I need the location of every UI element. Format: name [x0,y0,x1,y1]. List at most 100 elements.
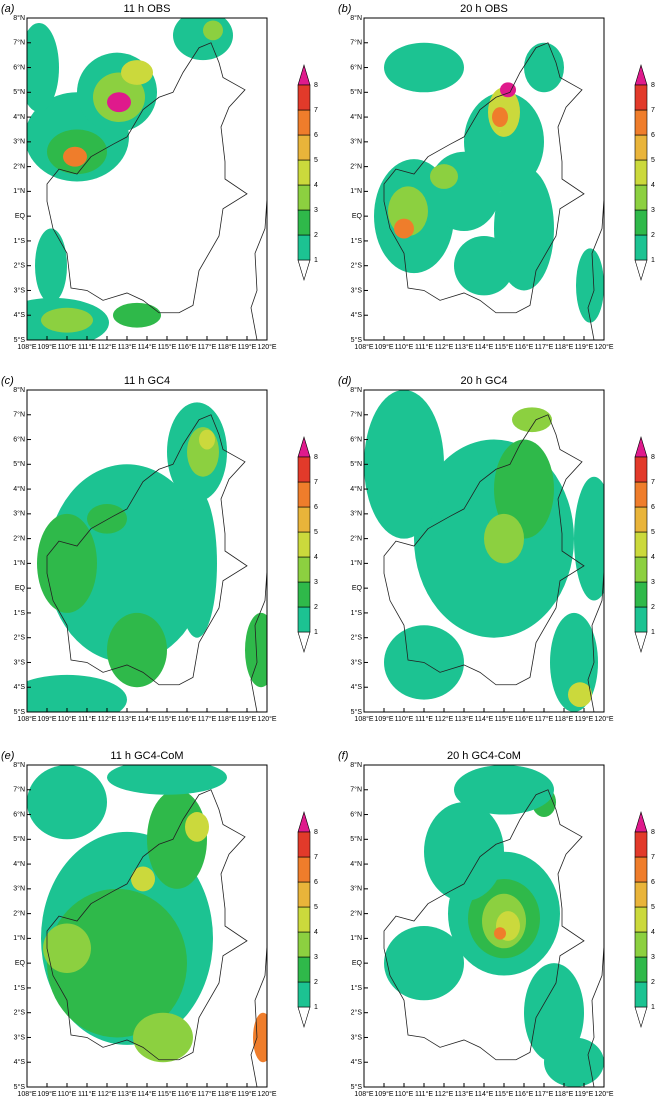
colorbar-under [297,1006,311,1029]
x-tick-label: 112°E [98,343,117,351]
x-tick-label: 109°E [374,715,393,723]
y-tick-label: 4°N [13,113,25,121]
x-tick-label: 113°E [118,1090,137,1098]
contour-blob [107,92,131,113]
y-tick-label: 3°N [13,885,25,893]
y-tick-label: 2°S [351,262,363,270]
x-tick-label: 109°E [37,715,56,723]
x-tick-label: 109°E [37,343,56,351]
contour-blob [113,302,161,328]
x-tick-label: 120°E [257,715,276,723]
y-tick-label: 4°S [14,1058,26,1066]
panel-tag: (d) [338,375,352,387]
y-tick-label: 8°N [350,386,362,394]
contour-blob [576,248,604,323]
contour-blob [394,218,414,239]
y-tick-label: 1°N [350,934,362,942]
contour-blob [568,682,592,708]
field [364,390,604,712]
y-tick-label: EQ [15,213,26,220]
x-tick-label: 118°E [555,715,574,723]
colorbar-label: 2 [314,604,318,611]
y-tick-label: 5°S [14,1083,26,1091]
contour-blob [47,464,207,663]
x-tick-label: 108°E [17,1090,36,1098]
x-tick-label: 120°E [594,1090,613,1098]
colorbar-box [297,109,311,136]
x-tick-label: 111°E [415,715,433,723]
contour-blob [35,228,67,303]
colorbar-label: 1 [651,629,655,636]
y-tick-label: 6°N [13,810,25,818]
colorbar-box [634,581,648,608]
x-tick-label: 117°E [535,1090,554,1098]
colorbar-label: 7 [651,479,655,486]
y-tick-label: 2°S [351,1009,363,1017]
y-tick-label: 6°N [350,435,362,443]
coastline [46,414,248,686]
x-tick-label: 115°E [495,715,514,723]
x-tick-label: 114°E [138,1090,157,1098]
colorbar-box [634,456,648,483]
y-tick-label: 4°N [350,485,362,493]
field [27,402,267,712]
colorbar-box [297,981,311,1008]
x-tick-label: 112°E [98,1090,117,1098]
x-tick-label: 110°E [58,715,77,723]
y-tick-label: 2°S [14,634,26,642]
colorbar-label: 4 [314,554,318,561]
x-tick-label: 108°E [354,343,373,351]
y-tick-label: 7°N [350,786,362,794]
contour-blob [424,802,504,902]
colorbar-box [634,906,648,933]
colorbar-box [634,956,648,983]
y-tick-label: 5°S [14,336,26,344]
x-tick-label: 117°E [198,343,217,351]
colorbar-label: 1 [651,1004,655,1011]
colorbar-label: 8 [651,82,655,89]
x-tick-label: 114°E [138,715,157,723]
x-tick-label: 109°E [374,343,393,351]
contour-blob [177,489,217,638]
x-tick-label: 117°E [535,343,554,351]
y-tick-label: 1°S [351,984,363,992]
y-tick-label: 2°N [350,909,362,917]
y-tick-label: 7°N [350,411,362,419]
colorbar-box [634,556,648,583]
panel-tag: (f) [338,750,349,762]
colorbar-label: 6 [314,879,318,886]
panel-title: 20 h OBS [460,3,508,15]
y-tick-label: 1°N [350,559,362,567]
y-tick-label: 3°S [14,286,26,294]
coastline [250,198,267,340]
x-tick-label: 108°E [17,715,36,723]
coastline [383,414,585,686]
colorbar-box [297,506,311,533]
colorbar-label: 1 [314,629,318,636]
coastline [383,42,585,314]
colorbar-box [634,531,648,558]
contour-blob [384,42,464,93]
contour-blob [494,927,506,940]
colorbar-box [297,159,311,186]
colorbar-box [297,606,311,633]
y-tick-label: 6°N [13,435,25,443]
x-tick-label: 116°E [515,715,534,723]
contour-blob [133,1012,193,1063]
x-tick-label: 120°E [594,343,613,351]
contour-blob [27,765,107,840]
contour-blob [384,926,464,1001]
y-tick-label: 1°S [14,237,26,245]
y-tick-label: 2°N [350,162,362,170]
x-tick-label: 112°E [98,715,117,723]
x-tick-label: 119°E [575,343,594,351]
x-tick-label: 119°E [238,1090,257,1098]
x-tick-label: 114°E [475,1090,494,1098]
colorbar-label: 8 [651,829,655,836]
colorbar-box [634,606,648,633]
y-tick-label: 4°N [13,485,25,493]
y-tick-label: 1°N [13,934,25,942]
x-tick-label: 109°E [37,1090,56,1098]
colorbar-box [634,109,648,136]
field [27,765,267,1087]
